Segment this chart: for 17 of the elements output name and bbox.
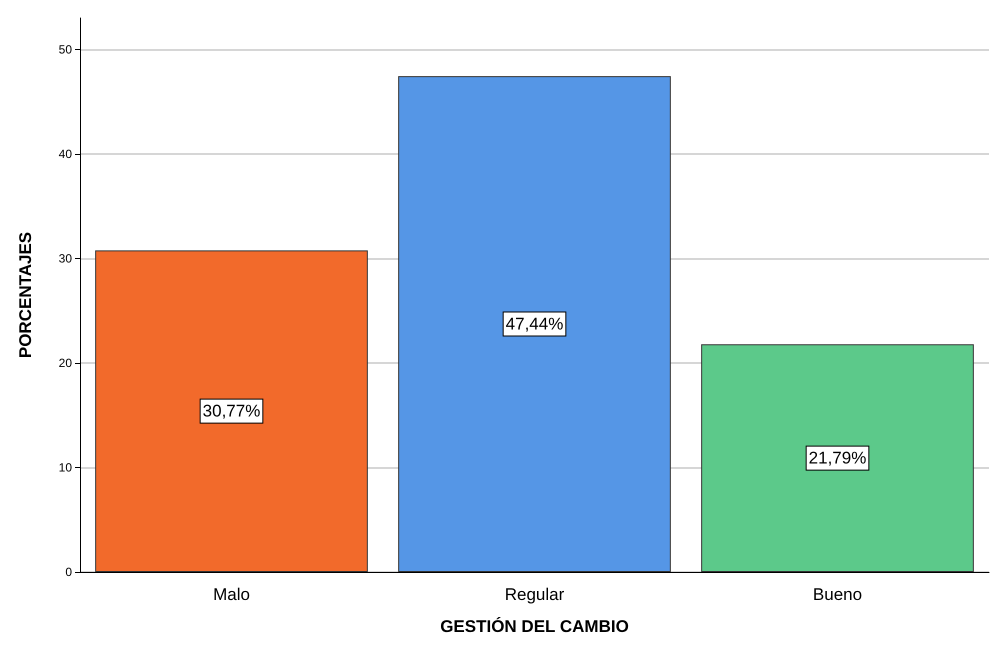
y-tick-label: 40 <box>58 146 72 161</box>
y-axis-title: PORCENTAJES <box>16 232 35 358</box>
y-tick-label: 10 <box>58 460 72 474</box>
x-tick-label: Malo <box>213 585 250 604</box>
bar <box>398 76 671 572</box>
y-tick-label: 20 <box>58 356 72 370</box>
bar <box>701 344 974 572</box>
x-tick-label: Regular <box>504 585 565 604</box>
data-label: 47,44% <box>506 314 564 334</box>
x-tick-label: Bueno <box>812 585 862 604</box>
y-tick-label: 30 <box>58 251 72 266</box>
data-label: 21,79% <box>808 448 866 468</box>
data-label: 30,77% <box>202 402 260 421</box>
y-tick-label: 0 <box>65 565 72 579</box>
x-axis-title: GESTIÓN DEL CAMBIO <box>440 616 629 636</box>
y-tick-label: 50 <box>58 42 72 56</box>
bar <box>95 250 368 572</box>
